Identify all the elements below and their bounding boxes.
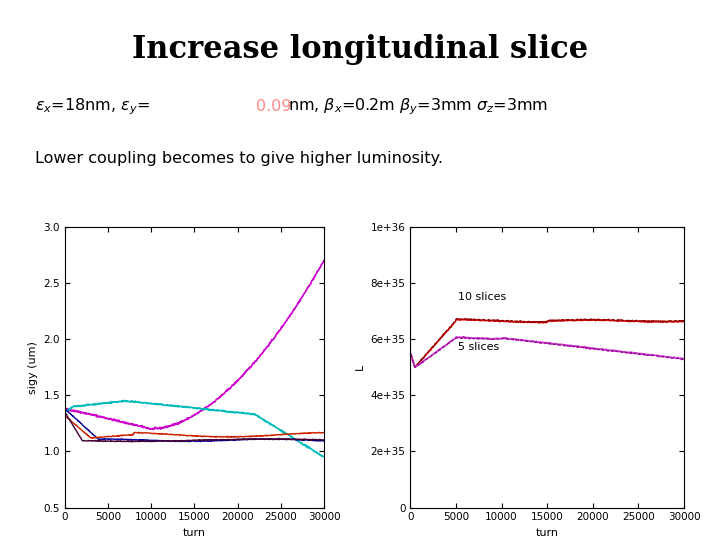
Text: 5 slices: 5 slices [458, 342, 499, 353]
Text: nm, $\beta_x$=0.2m $\beta_y$=3mm $\sigma_z$=3mm: nm, $\beta_x$=0.2m $\beta_y$=3mm $\sigma… [288, 97, 548, 117]
X-axis label: turn: turn [183, 528, 206, 538]
Y-axis label: sigy (um): sigy (um) [28, 341, 37, 394]
Text: Lower coupling becomes to give higher luminosity.: Lower coupling becomes to give higher lu… [35, 151, 444, 166]
Text: 10 slices: 10 slices [458, 292, 506, 302]
Text: Increase longitudinal slice: Increase longitudinal slice [132, 35, 588, 65]
Y-axis label: L: L [355, 364, 365, 370]
Text: 0.09: 0.09 [256, 99, 291, 114]
Text: $\varepsilon_x$=18nm, $\varepsilon_y$=: $\varepsilon_x$=18nm, $\varepsilon_y$= [35, 97, 150, 117]
X-axis label: turn: turn [536, 528, 559, 538]
